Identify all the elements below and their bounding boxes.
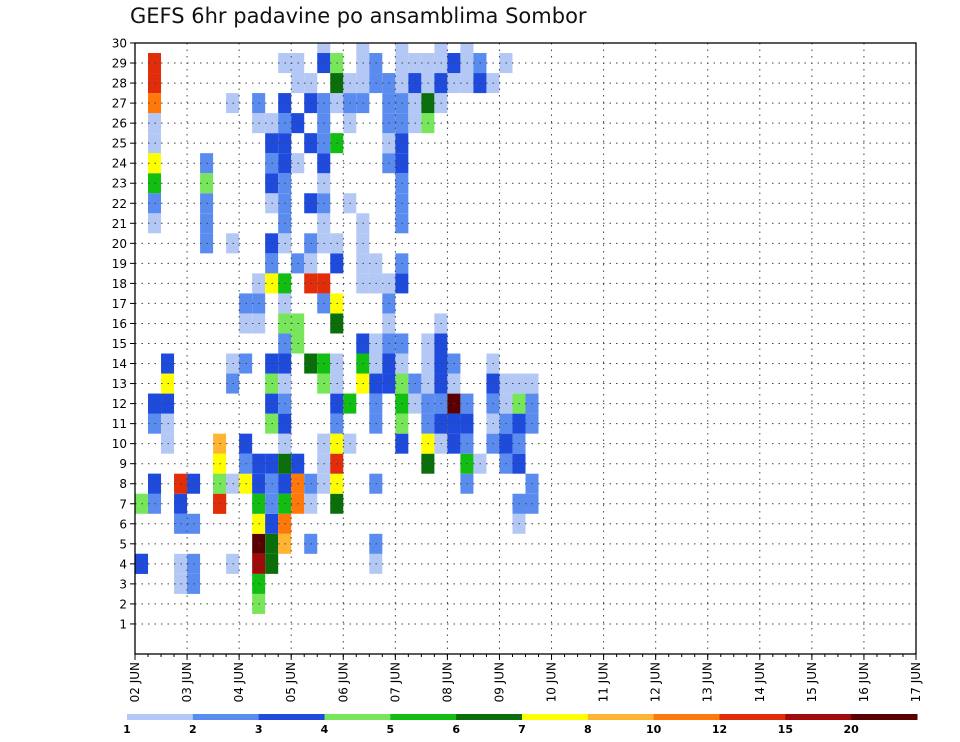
x-tick-label: 10 JUN [545, 662, 559, 702]
x-tick-label: 16 JUN [857, 662, 871, 702]
y-tick-label: 8 [119, 477, 127, 491]
colorbar-label: 1 [123, 723, 131, 736]
y-tick-label: 10 [112, 437, 127, 451]
colorbar-label: 2 [189, 723, 197, 736]
y-tick-label: 4 [119, 557, 127, 571]
colorbar-label: 3 [255, 723, 263, 736]
colorbar-swatch [324, 714, 391, 720]
heatmap-cell [460, 43, 474, 54]
y-tick-label: 11 [112, 417, 127, 431]
y-tick-label: 21 [112, 217, 127, 231]
colorbar-label: 7 [518, 723, 526, 736]
y-tick-label: 25 [112, 137, 127, 151]
x-tick-label: 05 JUN [284, 662, 298, 702]
colorbar-label: 12 [712, 723, 727, 736]
y-tick-label: 12 [112, 397, 127, 411]
y-tick-label: 23 [112, 177, 127, 191]
x-tick-label: 04 JUN [232, 662, 246, 702]
x-tick-label: 09 JUN [492, 662, 506, 702]
x-tick-label: 14 JUN [753, 662, 767, 702]
x-tick-label: 17 JUN [909, 662, 923, 702]
chart-title: GEFS 6hr padavine po ansamblima Sombor [130, 4, 587, 28]
x-tick-label: 08 JUN [440, 662, 454, 702]
y-tick-label: 13 [112, 377, 127, 391]
colorbar-swatch [653, 714, 720, 720]
colorbar-swatch [258, 714, 325, 720]
y-tick-label: 7 [119, 497, 127, 511]
y-tick-label: 9 [119, 457, 127, 471]
colorbar-label: 15 [778, 723, 793, 736]
colorbar-swatch [785, 714, 852, 720]
y-tick-label: 30 [112, 37, 127, 51]
colorbar-label: 5 [387, 723, 395, 736]
colorbar-label: 20 [844, 723, 860, 736]
x-tick-label: 07 JUN [388, 662, 402, 702]
y-tick-label: 3 [119, 577, 127, 591]
colorbar-label: 6 [452, 723, 460, 736]
y-tick-label: 5 [119, 537, 127, 551]
y-tick-label: 19 [112, 257, 127, 271]
colorbar-swatch [390, 714, 457, 720]
heatmap-cell [317, 43, 331, 54]
y-tick-label: 29 [112, 57, 127, 71]
x-tick-label: 11 JUN [597, 662, 611, 702]
y-tick-label: 14 [112, 357, 127, 371]
x-tick-label: 03 JUN [180, 662, 194, 702]
heatmap-cell [356, 43, 370, 54]
y-tick-label: 6 [119, 517, 127, 531]
colorbar-swatch [456, 714, 523, 720]
colorbar-swatch [522, 714, 589, 720]
y-tick-label: 20 [112, 237, 127, 251]
y-tick-label: 22 [112, 197, 127, 211]
colorbar-label: 8 [584, 723, 592, 736]
plot-frame [134, 42, 917, 655]
x-tick-label: 02 JUN [128, 662, 142, 702]
x-tick-label: 13 JUN [701, 662, 715, 702]
x-tick-label: 06 JUN [336, 662, 350, 702]
y-tick-label: 2 [119, 597, 127, 611]
colorbar-swatch [719, 714, 786, 720]
colorbar-swatch [192, 714, 260, 720]
y-tick-label: 17 [112, 297, 127, 311]
colorbar-swatch [127, 714, 194, 720]
y-tick-label: 26 [112, 117, 127, 131]
x-tick-label: 12 JUN [649, 662, 663, 702]
heatmap-cell [395, 43, 409, 54]
colorbar-swatch [851, 714, 918, 720]
heatmap-cell [434, 43, 448, 54]
y-tick-label: 27 [112, 97, 127, 111]
y-tick-label: 15 [112, 337, 127, 351]
colorbar-swatch [587, 714, 655, 720]
y-tick-label: 24 [112, 157, 127, 171]
y-tick-label: 1 [119, 617, 127, 631]
x-tick-label: 15 JUN [805, 662, 819, 702]
colorbar-label: 10 [646, 723, 662, 736]
colorbar-label: 4 [321, 723, 329, 736]
y-tick-label: 18 [112, 277, 127, 291]
y-tick-label: 16 [112, 317, 127, 331]
y-tick-label: 28 [112, 77, 127, 91]
